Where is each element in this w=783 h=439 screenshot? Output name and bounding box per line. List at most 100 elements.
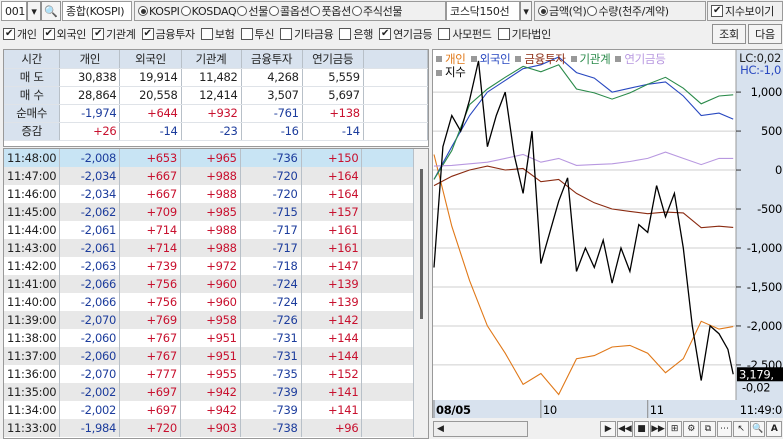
value-cell: -2,063: [59, 257, 120, 275]
column-header: 금융투자: [241, 50, 303, 69]
add-chart-icon[interactable]: ⊞: [666, 420, 683, 437]
stop-icon[interactable]: ■: [633, 420, 650, 437]
legend-label: 지수: [445, 65, 466, 79]
table-row[interactable]: 11:42:00 -2,063 +739 +972 -718 +147: [4, 257, 414, 275]
table-row[interactable]: 11:48:00 -2,008 +653 +965 -736 +150: [4, 149, 414, 167]
filter-checkbox-6[interactable]: 기타금융: [280, 26, 334, 42]
horizontal-scrollbar[interactable]: ◀: [433, 420, 529, 437]
table-row[interactable]: 11:37:00 -2,060 +767 +951 -731 +144: [4, 347, 414, 365]
filter-checkbox-2[interactable]: ✔ 기관계: [92, 26, 136, 42]
market-radio-2[interactable]: 선물: [237, 3, 268, 19]
series-line-1: [433, 56, 734, 180]
filter-label: 개인: [17, 28, 37, 41]
chart-info: LC:0,02 HC:-1,0: [739, 52, 781, 76]
range-icon[interactable]: ⋯: [716, 420, 733, 437]
overlay-icon[interactable]: ⧉: [699, 420, 716, 437]
value-cell: -2,066: [59, 293, 120, 311]
blank-cell: [361, 203, 414, 221]
filter-checkbox-9[interactable]: 사모펀드: [438, 26, 492, 42]
radio-label: 주식선물: [362, 5, 403, 18]
value-cell: +653: [119, 149, 181, 167]
scrollbar-thumb[interactable]: [419, 169, 423, 319]
summary-cell: +932: [181, 104, 242, 123]
vertical-scrollbar[interactable]: [414, 149, 428, 438]
filter-checkbox-1[interactable]: ✔ 외국인: [42, 26, 86, 42]
legend-label: 외국인: [479, 51, 511, 66]
market-radio-1[interactable]: KOSDAQ: [180, 5, 237, 18]
table-row[interactable]: 11:40:00 -2,066 +756 +960 -724 +139: [4, 293, 414, 311]
x-axis-area: [433, 400, 783, 419]
cursor-icon[interactable]: ↖: [733, 420, 749, 437]
filter-label: 연기금등: [393, 28, 433, 41]
value-cell: -738: [240, 419, 302, 437]
filter-label: 기타법인: [511, 28, 552, 41]
combo-select[interactable]: 코스닥150선: [446, 1, 520, 21]
summary-cell: -1,974: [59, 104, 121, 123]
y-tick-label: -1,500: [747, 280, 782, 294]
check-icon: ✔: [92, 28, 105, 40]
value-cell: -718: [240, 257, 302, 275]
table-row[interactable]: 11:33:00 -1,984 +720 +903 -738 +96: [4, 419, 414, 437]
fast-forward-icon[interactable]: ▶▶: [650, 420, 666, 437]
blank-cell: [361, 185, 414, 203]
chevron-down-icon: ▾: [31, 4, 37, 18]
search-button[interactable]: 🔍: [41, 1, 61, 21]
show-index-checkbox[interactable]: ✔ 지수보이기: [707, 1, 783, 21]
radio-icon: [351, 6, 362, 16]
value-cell: -2,070: [59, 365, 120, 383]
market-radio-0[interactable]: KOSPI: [138, 5, 180, 18]
filter-checkbox-5[interactable]: 투신: [240, 26, 274, 42]
time-cell: 11:44:00: [4, 221, 61, 239]
code-input[interactable]: 001: [1, 1, 27, 21]
value-cell: +942: [180, 383, 241, 401]
investor-flow-chart: 1,0005000-500-1,000-1,500-2,000-2,50008/…: [433, 50, 783, 419]
summary-cell: -14: [119, 122, 182, 141]
time-cell: 11:47:00: [4, 167, 61, 185]
table-row[interactable]: 11:47:00 -2,034 +667 +988 -720 +164: [4, 167, 414, 185]
table-row[interactable]: 11:45:00 -2,062 +709 +985 -715 +157: [4, 203, 414, 221]
value-cell: -724: [240, 275, 302, 293]
table-row[interactable]: 11:44:00 -2,061 +714 +988 -717 +161: [4, 221, 414, 239]
value-cell: +142: [301, 311, 363, 329]
table-row[interactable]: 11:41:00 -2,066 +756 +960 -724 +139: [4, 275, 414, 293]
market-radio-5[interactable]: 주식선물: [351, 3, 403, 19]
code-dropdown-button[interactable]: ▾: [27, 1, 41, 21]
unit-radio-0[interactable]: 금액(억): [538, 3, 587, 19]
market-radio-4[interactable]: 풋옵션: [310, 3, 351, 19]
table-row[interactable]: 11:36:00 -2,070 +777 +955 -735 +152: [4, 365, 414, 383]
code-value: 001: [5, 4, 26, 18]
value-cell: +988: [180, 185, 241, 203]
current-index-value: 3,179,: [739, 367, 774, 381]
x-tick-label: 11: [650, 403, 664, 417]
zoom-icon[interactable]: 🔍: [749, 420, 766, 437]
filter-checkbox-3[interactable]: ✔ 금융투자: [141, 26, 195, 42]
filter-checkbox-7[interactable]: 은행: [339, 26, 373, 42]
table-row[interactable]: 11:39:00 -2,070 +769 +958 -726 +142: [4, 311, 414, 329]
play-icon[interactable]: ▶: [600, 420, 616, 437]
filter-checkbox-0[interactable]: ✔ 개인: [3, 26, 37, 42]
table-row[interactable]: 11:35:00 -2,002 +697 +942 -739 +141: [4, 383, 414, 401]
table-row[interactable]: 11:46:00 -2,034 +667 +988 -720 +164: [4, 185, 414, 203]
combo-dropdown-button[interactable]: ▾: [520, 1, 532, 21]
checkbox-empty-icon: [438, 28, 451, 40]
gear-icon[interactable]: ⚙: [683, 420, 699, 437]
time-cell: 11:43:00: [4, 239, 61, 257]
filter-checkbox-4[interactable]: 보험: [200, 26, 235, 42]
table-row[interactable]: 11:38:00 -2,060 +767 +951 -731 +144: [4, 329, 414, 347]
value-cell: -2,034: [59, 185, 120, 203]
table-row[interactable]: 11:34:00 -2,002 +697 +942 -739 +141: [4, 401, 414, 419]
value-cell: -715: [240, 203, 302, 221]
filter-checkbox-10[interactable]: 기타법인: [497, 26, 552, 42]
series-line-5: [433, 60, 734, 381]
unit-radio-1[interactable]: 수량(천주/계약): [587, 3, 669, 19]
table-row[interactable]: 11:43:00 -2,061 +714 +988 -717 +161: [4, 239, 414, 257]
filter-checkbox-8[interactable]: ✔ 연기금등: [379, 26, 433, 42]
scroll-left-icon[interactable]: ◀: [437, 423, 444, 434]
rewind-icon[interactable]: ◀◀: [616, 420, 633, 437]
next-button[interactable]: 다음: [748, 24, 782, 44]
market-radio-3[interactable]: 콜옵션: [269, 3, 310, 19]
query-button[interactable]: 조회: [712, 24, 746, 44]
blank-cell: [363, 104, 429, 123]
text-icon[interactable]: A: [766, 420, 783, 437]
value-cell: -2,062: [59, 203, 120, 221]
